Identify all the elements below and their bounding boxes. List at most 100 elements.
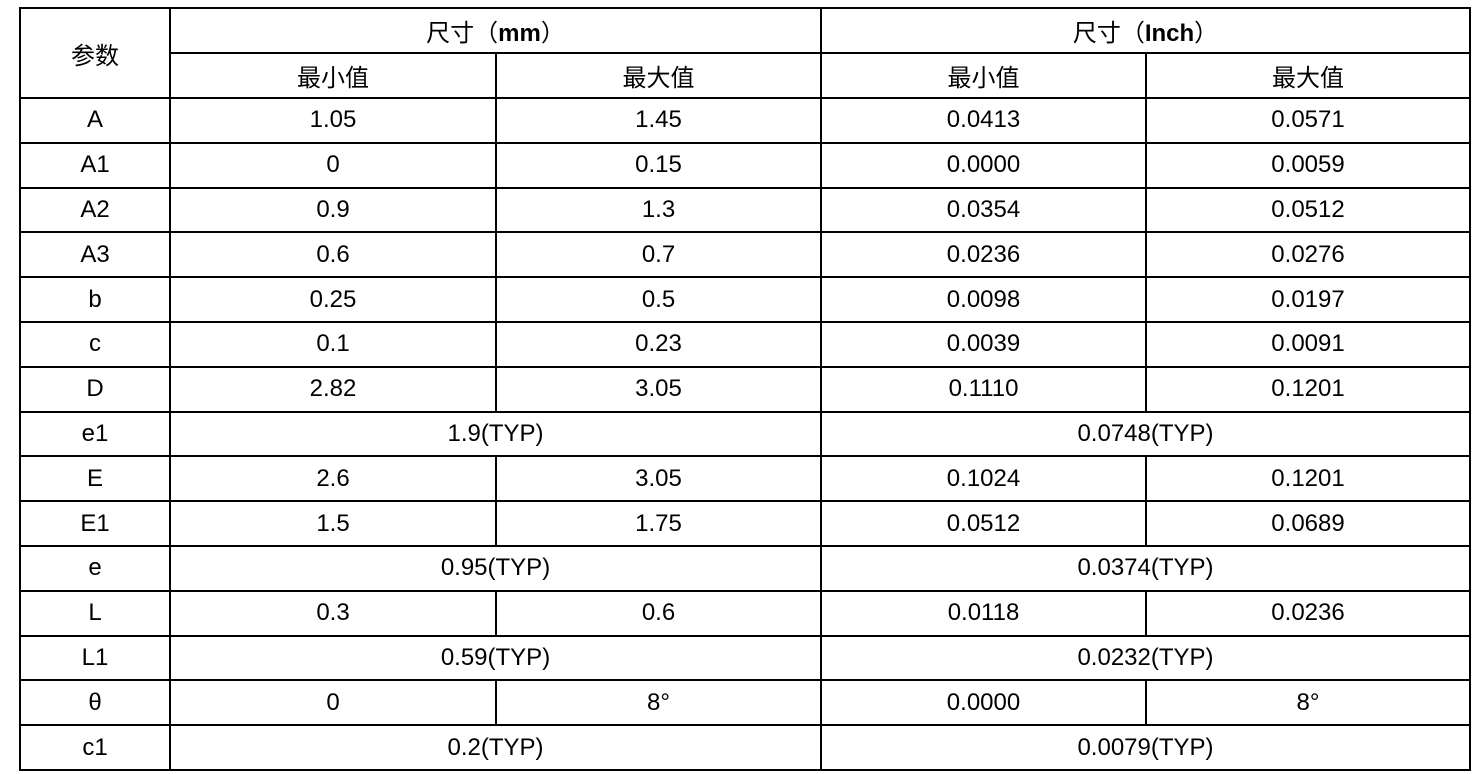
header-cell: 参数 <box>19 7 171 99</box>
data-row: L 0.3 0.6 0.0118 0.0236 <box>19 589 1471 637</box>
value-cell: 0.0197 <box>1145 276 1471 323</box>
value-cell: 0.59(TYP) <box>169 634 822 682</box>
value-cell: 3.05 <box>495 455 822 503</box>
value-cell: 0.0571 <box>1145 97 1471 144</box>
value-cell: 0.1024 <box>820 455 1147 503</box>
value-cell: 0.0091 <box>1145 320 1471 368</box>
value-cell: 0.15 <box>495 141 822 189</box>
group-text: ） <box>1194 20 1219 47</box>
value-cell: 1.75 <box>495 500 822 547</box>
value-cell: 0.0118 <box>820 589 1147 637</box>
value-cell: 0.0236 <box>820 231 1147 279</box>
group-header: 尺寸（mm） <box>169 7 822 54</box>
param-cell: A3 <box>19 231 171 279</box>
data-row: e 0.95(TYP) 0.0374(TYP) <box>19 544 1471 592</box>
value-cell: 0.0276 <box>1145 231 1471 279</box>
group-text: 尺寸（ <box>1072 20 1145 47</box>
value-cell: 0.0512 <box>1145 186 1471 234</box>
group-text: 尺寸（ <box>426 20 499 47</box>
data-row: c1 0.2(TYP) 0.0079(TYP) <box>19 724 1471 771</box>
param-cell: A <box>19 97 171 144</box>
value-cell: 0.23 <box>495 320 822 368</box>
data-row: A3 0.6 0.7 0.0236 0.0276 <box>19 231 1471 279</box>
value-cell: 1.9(TYP) <box>169 410 822 458</box>
param-cell: E1 <box>19 500 171 547</box>
param-cell: D <box>19 365 171 413</box>
data-row: E 2.6 3.05 0.1024 0.1201 <box>19 455 1471 503</box>
table-body: 参数 尺寸（mm） 尺寸（Inch） 最小值 最大值 最小值 最大值 A 1.05 1.45 0.0… <box>19 7 1471 771</box>
value-cell: 0.7 <box>495 231 822 279</box>
value-cell: 0.6 <box>169 231 497 279</box>
data-row: b 0.25 0.5 0.0098 0.0197 <box>19 276 1471 323</box>
value-cell: 8° <box>495 679 822 727</box>
value-cell: 1.5 <box>169 500 497 547</box>
header-row: 参数 尺寸（mm） 尺寸（Inch） <box>19 7 1471 99</box>
param-cell: e <box>19 544 171 592</box>
value-cell: 0.0512 <box>820 500 1147 547</box>
value-cell: 2.6 <box>169 455 497 503</box>
unit: Inch <box>1144 20 1195 47</box>
data-row: c 0.1 0.23 0.0039 0.0091 <box>19 320 1471 368</box>
value-cell: 0.0236 <box>1145 589 1471 637</box>
value-cell: 0.1110 <box>820 365 1147 413</box>
column-header: 最大值 <box>1145 52 1471 99</box>
data-row: e1 1.9(TYP) 0.0748(TYP) <box>19 410 1471 458</box>
data-row: θ 0 8° 0.0000 8° <box>19 679 1471 727</box>
data-row: E1 1.5 1.75 0.0512 0.0689 <box>19 500 1471 547</box>
value-cell: 0 <box>169 679 497 727</box>
value-cell: 0.3 <box>169 589 497 637</box>
value-cell: 0.0000 <box>820 141 1147 189</box>
value-cell: 0.0079(TYP) <box>820 724 1471 771</box>
value-cell: 0.2(TYP) <box>169 724 822 771</box>
table-wrap: 参数 尺寸（mm） 尺寸（Inch） 最小值 最大值 最小值 最大值 A 1.05 1.45 0.0… <box>19 7 1471 771</box>
value-cell: 0.0039 <box>820 320 1147 368</box>
value-cell: 0.0059 <box>1145 141 1471 189</box>
value-cell: 0.5 <box>495 276 822 323</box>
param-cell: θ <box>19 679 171 727</box>
param-cell: b <box>19 276 171 323</box>
data-row: A1 0 0.15 0.0000 0.0059 <box>19 141 1471 189</box>
param-cell: e1 <box>19 410 171 458</box>
param-cell: c1 <box>19 724 171 771</box>
value-cell: 1.45 <box>495 97 822 144</box>
column-header: 最大值 <box>495 52 822 99</box>
value-cell: 1.05 <box>169 97 497 144</box>
data-row: A 1.05 1.45 0.0413 0.0571 <box>19 97 1471 144</box>
value-cell: 8° <box>1145 679 1471 727</box>
data-row: L1 0.59(TYP) 0.0232(TYP) <box>19 634 1471 682</box>
param-cell: L1 <box>19 634 171 682</box>
value-cell: 0.0232(TYP) <box>820 634 1471 682</box>
param-cell: E <box>19 455 171 503</box>
value-cell: 0.1201 <box>1145 365 1471 413</box>
column-header: 最小值 <box>820 52 1147 99</box>
param-cell: A2 <box>19 186 171 234</box>
value-cell: 0.0413 <box>820 97 1147 144</box>
data-row: A2 0.9 1.3 0.0354 0.0512 <box>19 186 1471 234</box>
value-cell: 1.3 <box>495 186 822 234</box>
group-text: ） <box>540 20 565 47</box>
param-cell: A1 <box>19 141 171 189</box>
value-cell: 0 <box>169 141 497 189</box>
value-cell: 2.82 <box>169 365 497 413</box>
header-row: 最小值 最大值 最小值 最大值 <box>20 52 1471 99</box>
unit: mm <box>498 20 541 47</box>
value-cell: 0.0354 <box>820 186 1147 234</box>
value-cell: 0.25 <box>169 276 497 323</box>
value-cell: 0.95(TYP) <box>169 544 822 592</box>
value-cell: 0.0098 <box>820 276 1147 323</box>
column-header: 最小值 <box>169 52 497 99</box>
value-cell: 0.0748(TYP) <box>820 410 1471 458</box>
value-cell: 0.1 <box>169 320 497 368</box>
value-cell: 0.6 <box>495 589 822 637</box>
param-cell: L <box>19 589 171 637</box>
group-header: 尺寸（Inch） <box>820 7 1471 54</box>
data-row: D 2.82 3.05 0.1110 0.1201 <box>19 365 1471 413</box>
value-cell: 0.0374(TYP) <box>820 544 1471 592</box>
value-cell: 0.9 <box>169 186 497 234</box>
value-cell: 0.0689 <box>1145 500 1471 547</box>
value-cell: 0.1201 <box>1145 455 1471 503</box>
value-cell: 3.05 <box>495 365 822 413</box>
dimension-table: 参数 尺寸（mm） 尺寸（Inch） 最小值 最大值 最小值 最大值 A 1.05 1.45 0.0… <box>19 7 1471 771</box>
value-cell: 0.0000 <box>820 679 1147 727</box>
